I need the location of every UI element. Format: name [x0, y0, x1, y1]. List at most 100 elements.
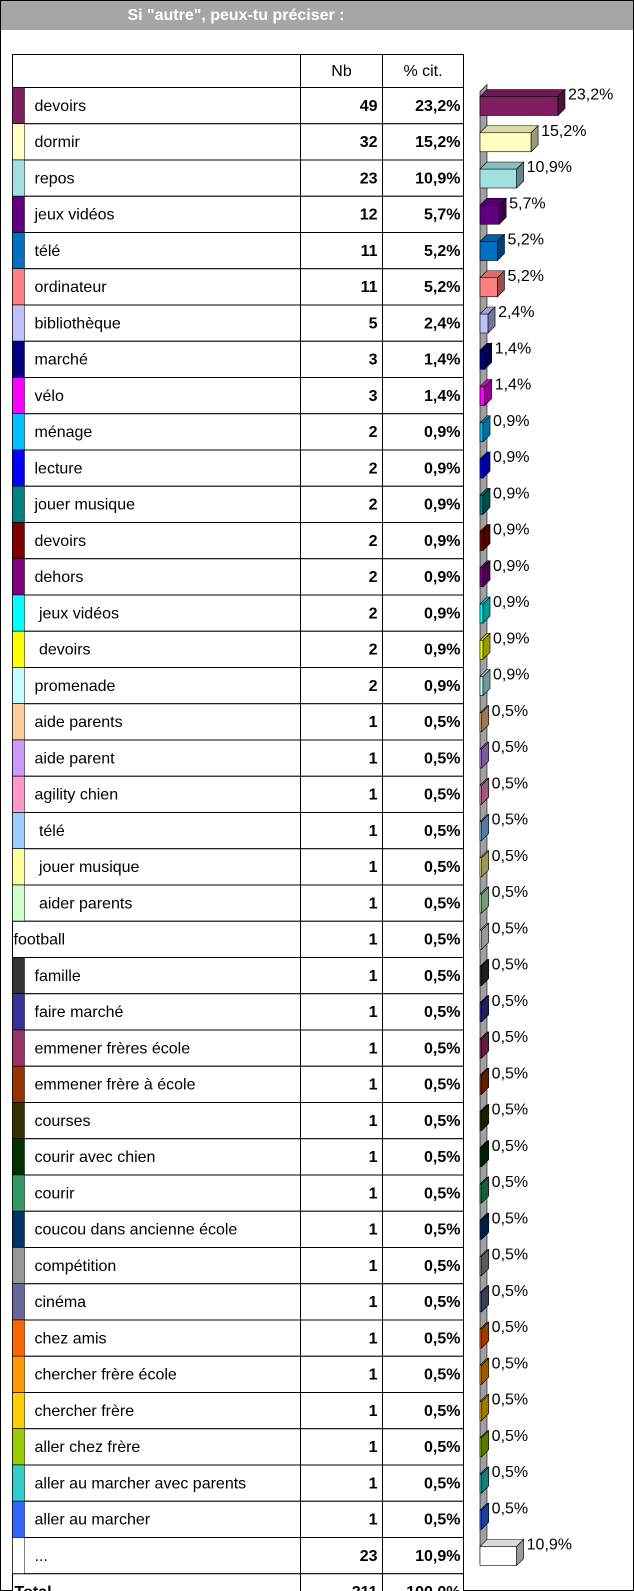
- bar-label: 0,9%: [493, 449, 529, 466]
- nb-value: 1: [369, 714, 378, 731]
- title: Si "autre", peux-tu préciser :: [127, 7, 344, 24]
- nb-value: 32: [360, 134, 378, 151]
- bar-label: 0,5%: [492, 1174, 528, 1191]
- swatch: [12, 1392, 25, 1429]
- bar: [479, 676, 484, 696]
- nb-value: 1: [369, 823, 378, 840]
- bar-side: [482, 668, 491, 697]
- bar-side: [497, 233, 505, 262]
- pct-value: 0,9%: [424, 424, 460, 441]
- bar-side: [482, 632, 491, 660]
- bar-side: [482, 451, 491, 479]
- bar-label: 0,5%: [492, 1210, 528, 1227]
- pct-value: 0,5%: [424, 1258, 460, 1275]
- bar-label: 0,9%: [493, 630, 529, 647]
- swatch: [12, 449, 25, 487]
- swatch: [12, 1138, 25, 1176]
- swatch: [12, 558, 25, 596]
- row: [12, 920, 464, 958]
- bar-side: [481, 1031, 489, 1059]
- bar-top: [479, 1539, 525, 1547]
- bar-label: 0,5%: [492, 1428, 528, 1445]
- swatch: [12, 1283, 25, 1321]
- bar: [479, 349, 486, 370]
- swatch: [12, 1537, 25, 1574]
- bar-side: [481, 995, 489, 1023]
- bar-label: 0,5%: [492, 775, 528, 792]
- pct-value: 10,9%: [415, 1548, 460, 1565]
- nb-value: 2: [369, 460, 378, 477]
- bar: [479, 567, 484, 588]
- swatch: [12, 377, 25, 414]
- nb-value: 23: [360, 170, 378, 187]
- swatch: [12, 1501, 25, 1538]
- pct-value: 23,2%: [415, 98, 460, 115]
- nb-value: 1: [369, 1512, 378, 1529]
- pct-value: 0,5%: [424, 1040, 460, 1057]
- row: [12, 884, 464, 922]
- bar-label: 0,9%: [493, 413, 529, 430]
- total-nb: 211: [352, 1584, 378, 1591]
- row-label: compétition: [35, 1258, 117, 1275]
- bar-side: [481, 1502, 489, 1530]
- bar-side: [481, 886, 489, 914]
- pct-value: 0,9%: [424, 497, 460, 514]
- row-label: aller au marcher: [35, 1512, 151, 1529]
- row: [12, 377, 464, 415]
- bar-label: 0,5%: [492, 1392, 528, 1409]
- swatch: [12, 1102, 25, 1139]
- bar: [479, 313, 489, 334]
- swatch: [12, 87, 25, 124]
- bar-side: [481, 958, 489, 987]
- swatch: [12, 522, 25, 559]
- bar-label: 1,4%: [495, 377, 531, 394]
- swatch: [12, 1319, 25, 1357]
- nb-value: 1: [369, 750, 378, 767]
- bar-side: [482, 560, 491, 588]
- nb-value: 12: [360, 207, 378, 224]
- bar-label: 0,5%: [492, 993, 528, 1010]
- row-label: devoirs: [35, 642, 91, 659]
- nb-value: 3: [369, 388, 378, 405]
- row: [12, 87, 464, 125]
- bar-side: [481, 1285, 489, 1313]
- bar-side: [481, 1103, 489, 1132]
- row-label: aide parent: [35, 750, 116, 767]
- nb-value: 1: [369, 1113, 378, 1130]
- bar-side: [481, 1176, 489, 1204]
- bar-side: [482, 523, 491, 552]
- swatch: [12, 196, 25, 233]
- swatch: [12, 304, 25, 342]
- swatch: [12, 884, 25, 922]
- pct-value: 0,5%: [424, 968, 460, 985]
- pct-value: 0,9%: [424, 533, 460, 550]
- bar-side: [481, 1212, 489, 1240]
- bar-side: [516, 161, 524, 189]
- pct-value: 0,5%: [424, 1330, 460, 1347]
- bar-side: [484, 342, 493, 370]
- row-label: devoirs: [35, 98, 87, 115]
- row-label: promenade: [35, 678, 116, 695]
- row-label: aide parents: [35, 714, 123, 731]
- bar: [479, 277, 498, 298]
- row: [12, 812, 464, 850]
- pct-value: 5,2%: [424, 279, 460, 296]
- row-label: jeux vidéos: [34, 207, 115, 224]
- bar-side: [481, 813, 489, 842]
- swatch: [12, 413, 25, 451]
- row-label: ordinateur: [35, 279, 108, 296]
- row-label: vélo: [35, 388, 64, 405]
- row-label: chez amis: [35, 1330, 107, 1347]
- row: [12, 1283, 464, 1321]
- bar-label: 0,5%: [492, 1355, 528, 1372]
- row-label: football: [14, 932, 66, 949]
- nb-value: 1: [369, 1149, 378, 1166]
- nb-value: 1: [369, 1222, 378, 1239]
- row-label: aller au marcher avec parents: [35, 1475, 247, 1492]
- row-label: courses: [35, 1113, 91, 1130]
- swatch: [12, 1428, 25, 1466]
- bar: [479, 132, 532, 153]
- bar-label: 0,5%: [492, 1102, 528, 1119]
- bar-top: [479, 161, 525, 170]
- row: [12, 304, 464, 342]
